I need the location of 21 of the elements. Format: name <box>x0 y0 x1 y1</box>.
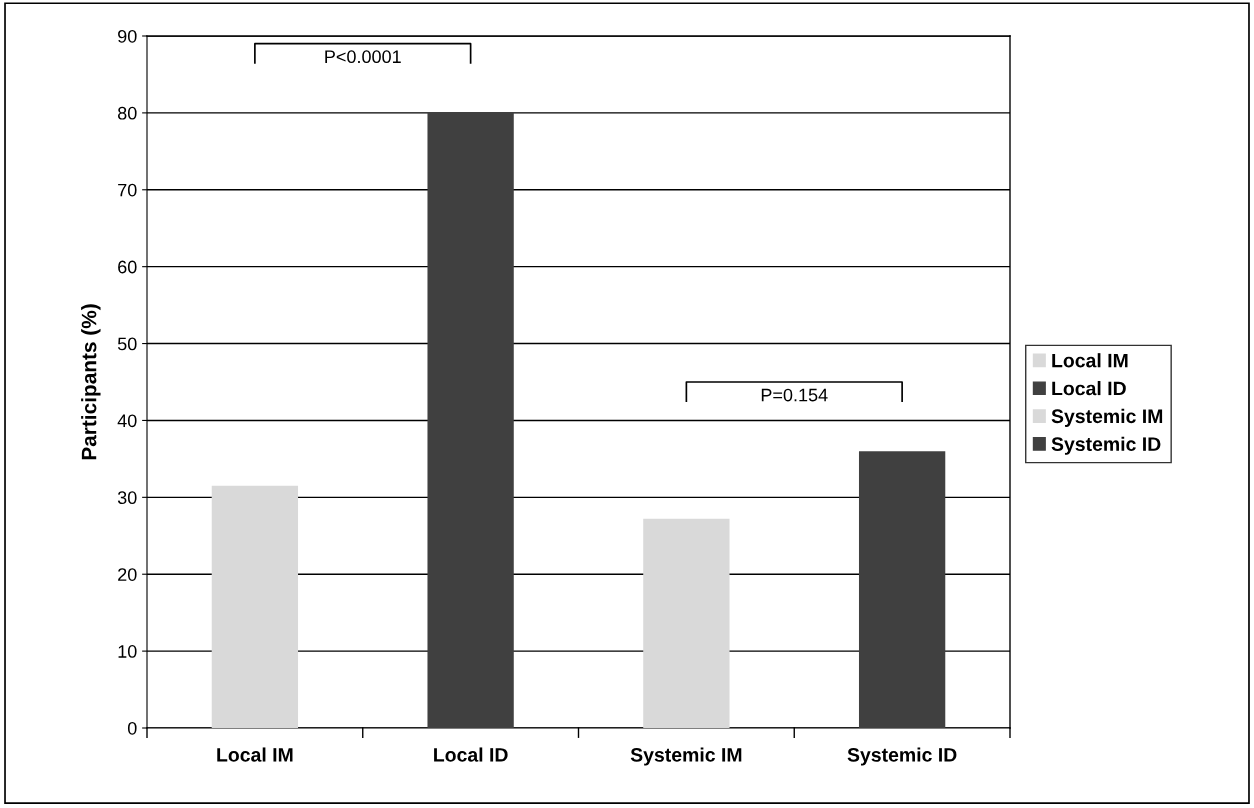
y-tick-label: 0 <box>127 721 137 735</box>
legend-label: Systemic ID <box>1051 436 1161 455</box>
y-axis-title: Participants (%) <box>81 304 101 460</box>
annotation: P<0.0001 <box>325 50 401 64</box>
annotation: P=0.154 <box>761 388 828 402</box>
legend-label: Systemic IM <box>1051 408 1163 427</box>
x-tick-label: Local ID <box>434 747 508 762</box>
x-tick-label: Systemic ID <box>847 747 957 766</box>
legend-label: Local IM <box>1052 353 1128 368</box>
x-tick-label: Systemic IM <box>630 747 742 766</box>
y-tick-label: 90 <box>118 29 137 43</box>
y-tick-label: 70 <box>118 183 137 197</box>
y-tick-label: 60 <box>118 260 137 274</box>
y-tick-label: 50 <box>117 337 137 351</box>
y-tick-label: 10 <box>118 645 137 658</box>
y-tick-label: 40 <box>117 414 137 428</box>
y-tick-label: 20 <box>118 568 137 581</box>
y-tick-label: 80 <box>117 106 137 120</box>
x-tick-label: Local IM <box>217 747 293 762</box>
legend-label: Local ID <box>1052 381 1126 396</box>
y-tick-label: 30 <box>117 491 137 505</box>
